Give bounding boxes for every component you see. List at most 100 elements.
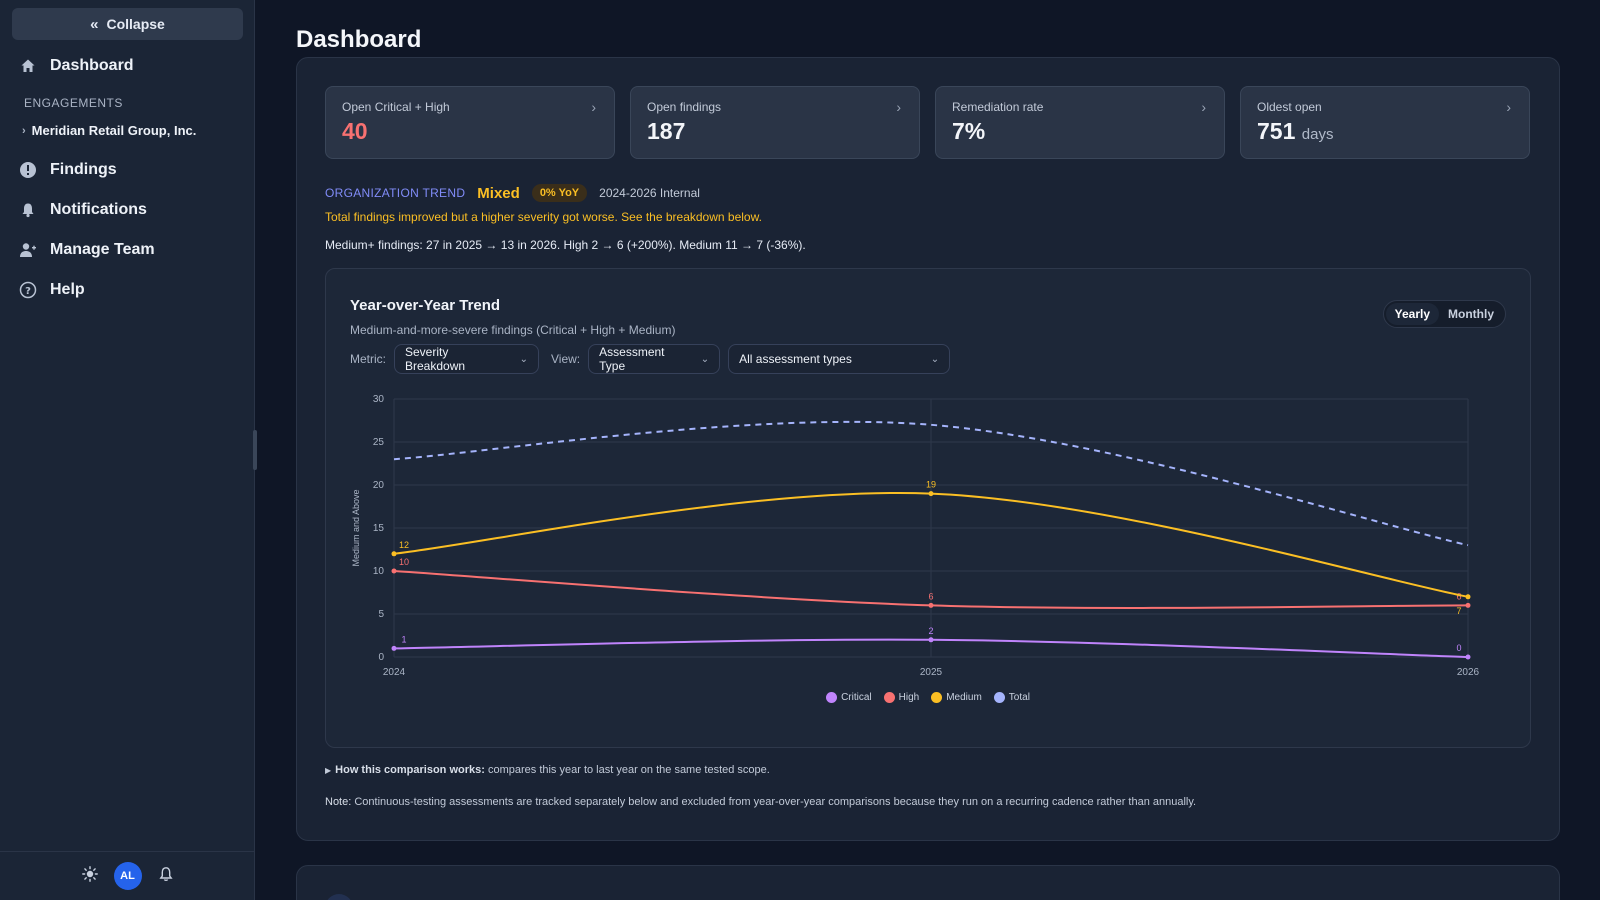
y-tick-label: 25 bbox=[373, 437, 385, 448]
bell-outline-icon[interactable] bbox=[158, 866, 174, 887]
chevron-down-icon: ⌄ bbox=[519, 353, 528, 365]
chart-legend: Critical High Medium Total bbox=[326, 692, 1530, 703]
chart-subtitle: Medium-and-more-severe findings (Critica… bbox=[350, 323, 676, 337]
sidebar-resize-handle[interactable] bbox=[253, 430, 257, 470]
legend-swatch bbox=[826, 692, 838, 703]
legend-label: Medium bbox=[946, 692, 982, 703]
nav-findings[interactable]: Findings bbox=[18, 158, 117, 182]
data-point-critical bbox=[391, 645, 397, 651]
yoy-trend-card: Year-over-Year Trend Medium-and-more-sev… bbox=[325, 268, 1531, 748]
sidebar: « Collapse Dashboard ENGAGEMENTS › Merid… bbox=[0, 0, 257, 900]
kpi-card-remediation-rate[interactable]: Remediation rate 7% › bbox=[935, 86, 1225, 159]
engagement-item[interactable]: › Meridian Retail Group, Inc. bbox=[22, 123, 196, 138]
alert-circle-icon bbox=[18, 160, 38, 180]
legend-swatch bbox=[931, 692, 943, 703]
chevron-down-icon: ⌄ bbox=[700, 353, 710, 365]
chevron-right-icon: › bbox=[896, 99, 901, 115]
collapse-button[interactable]: « Collapse bbox=[12, 8, 243, 40]
kpi-value: 187 bbox=[647, 118, 686, 144]
view-label: View: bbox=[551, 352, 581, 366]
toggle-yearly[interactable]: Yearly bbox=[1385, 303, 1439, 325]
kpi-label: Open Critical + High bbox=[342, 100, 450, 114]
legend-item-critical[interactable]: Critical bbox=[826, 692, 872, 703]
kpi-label: Remediation rate bbox=[952, 100, 1044, 114]
nav-notifications[interactable]: Notifications bbox=[18, 198, 147, 222]
kpi-value: 7% bbox=[952, 118, 986, 144]
data-point-medium bbox=[391, 551, 397, 557]
engagement-name: Meridian Retail Group, Inc. bbox=[31, 123, 197, 138]
metric-label: Metric: bbox=[350, 352, 386, 366]
sidebar-footer: AL bbox=[0, 851, 255, 900]
data-label-critical: 0 bbox=[1456, 643, 1461, 653]
note-title: Note: bbox=[325, 796, 352, 808]
legend-item-high[interactable]: High bbox=[883, 692, 919, 703]
x-tick-label: 2026 bbox=[1457, 667, 1480, 678]
help-circle-icon: ? bbox=[18, 280, 38, 300]
nav-notifications-label: Notifications bbox=[50, 201, 147, 218]
chevrons-left-icon: « bbox=[90, 15, 99, 33]
trend-period: 2024-2026 Internal bbox=[599, 186, 700, 200]
sun-icon[interactable] bbox=[81, 865, 98, 887]
section-label-engagements: ENGAGEMENTS bbox=[24, 96, 123, 110]
series-line-total bbox=[393, 420, 1469, 547]
disclosure-triangle-icon: ▶ bbox=[325, 766, 332, 775]
y-tick-label: 30 bbox=[373, 394, 385, 405]
legend-item-total[interactable]: Total bbox=[993, 692, 1030, 703]
how-comparison-works[interactable]: ▶ How this comparison works: compares thi… bbox=[325, 764, 770, 776]
user-plus-icon bbox=[18, 240, 38, 260]
kpi-card-oldest-open[interactable]: Oldest open 751 days › bbox=[1240, 86, 1530, 159]
y-tick-label: 5 bbox=[378, 609, 384, 620]
home-icon bbox=[18, 56, 38, 76]
kpi-card-open-findings[interactable]: Open findings 187 › bbox=[630, 86, 920, 159]
y-tick-label: 20 bbox=[373, 480, 385, 491]
svg-text:?: ? bbox=[25, 286, 31, 297]
note-text: Continuous-testing assessments are track… bbox=[351, 796, 1197, 808]
nav-help-label: Help bbox=[50, 281, 85, 298]
data-label-critical: 1 bbox=[401, 634, 406, 644]
data-label-high: 6 bbox=[928, 591, 933, 601]
x-tick-label: 2024 bbox=[383, 667, 406, 678]
data-label-medium: 19 bbox=[926, 480, 936, 490]
chart-filters: Metric: Severity Breakdown ⌄ View: Asses… bbox=[350, 344, 951, 374]
data-point-medium bbox=[928, 491, 934, 497]
metric-select-value: Severity Breakdown bbox=[405, 345, 466, 373]
data-label-critical: 2 bbox=[928, 626, 933, 636]
nav-help[interactable]: ? Help bbox=[18, 278, 85, 302]
kpi-label: Open findings bbox=[647, 100, 722, 114]
dashboard-panel: Open Critical + High 40 › Open findings … bbox=[296, 57, 1560, 841]
user-avatar[interactable]: AL bbox=[113, 862, 142, 890]
kpi-label: Oldest open bbox=[1257, 100, 1322, 114]
data-point-medium bbox=[1465, 594, 1471, 600]
metric-select[interactable]: Severity Breakdown ⌄ bbox=[394, 344, 539, 374]
panel-icon bbox=[325, 894, 353, 900]
bell-icon bbox=[18, 200, 38, 220]
legend-swatch bbox=[883, 692, 895, 703]
chevron-right-icon: › bbox=[591, 99, 596, 115]
yoy-badge: 0% YoY bbox=[531, 184, 588, 202]
view-select[interactable]: Assessment Type ⌄ bbox=[588, 344, 721, 374]
data-label-medium: 7 bbox=[1456, 606, 1461, 616]
how-title: How this comparison works: bbox=[335, 764, 485, 776]
y-tick-label: 0 bbox=[378, 652, 384, 663]
collapse-label: Collapse bbox=[106, 16, 165, 32]
nav-manage-team[interactable]: Manage Team bbox=[18, 238, 155, 262]
trend-detail: Medium+ findings: 27 in 2025 → 13 in 202… bbox=[325, 238, 806, 252]
nav-findings-label: Findings bbox=[50, 161, 117, 178]
y-tick-label: 15 bbox=[373, 523, 385, 534]
y-tick-label: 10 bbox=[373, 566, 385, 577]
kpi-unit: days bbox=[1301, 126, 1334, 143]
nav-dashboard[interactable]: Dashboard bbox=[18, 54, 134, 78]
legend-item-medium[interactable]: Medium bbox=[931, 692, 982, 703]
data-label-high: 10 bbox=[399, 557, 409, 567]
nav-manage-team-label: Manage Team bbox=[50, 241, 155, 258]
kpi-card-critical-high[interactable]: Open Critical + High 40 › bbox=[325, 86, 615, 159]
data-label-medium: 12 bbox=[399, 540, 409, 550]
trend-warning: Total findings improved but a higher sev… bbox=[325, 210, 762, 224]
legend-label: Critical bbox=[841, 692, 872, 703]
legend-label: Total bbox=[1008, 692, 1030, 703]
data-point-critical bbox=[1465, 654, 1471, 660]
assessment-type-select[interactable]: All assessment types ⌄ bbox=[728, 344, 951, 374]
toggle-monthly[interactable]: Monthly bbox=[1448, 307, 1494, 321]
chevron-down-icon: ⌄ bbox=[930, 353, 940, 365]
